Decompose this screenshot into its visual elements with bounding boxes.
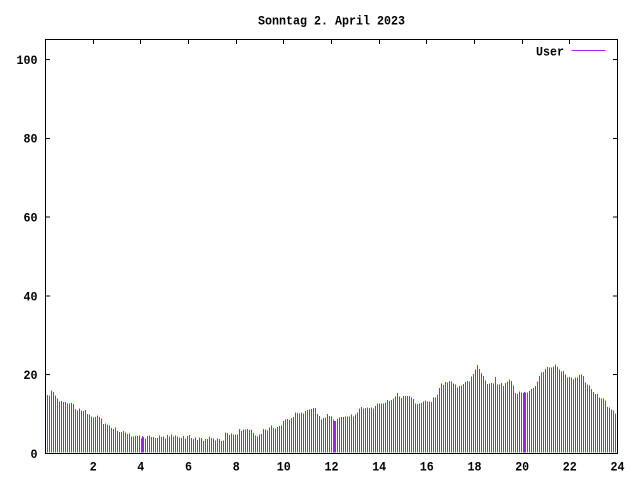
- svg-text:User: User: [536, 45, 564, 60]
- svg-text:60: 60: [24, 211, 38, 226]
- svg-text:6: 6: [185, 460, 192, 475]
- svg-text:100: 100: [17, 53, 38, 68]
- svg-text:4: 4: [137, 460, 144, 475]
- svg-text:24: 24: [611, 460, 625, 475]
- svg-text:14: 14: [372, 460, 386, 475]
- svg-text:8: 8: [233, 460, 240, 475]
- svg-text:22: 22: [563, 460, 577, 475]
- svg-text:Sonntag 2. April 2023: Sonntag 2. April 2023: [258, 14, 405, 29]
- svg-text:2: 2: [90, 460, 97, 475]
- svg-text:40: 40: [24, 289, 38, 304]
- svg-text:80: 80: [24, 132, 38, 147]
- svg-text:12: 12: [325, 460, 339, 475]
- svg-text:20: 20: [24, 368, 38, 383]
- svg-text:16: 16: [420, 460, 434, 475]
- svg-text:10: 10: [277, 460, 291, 475]
- svg-text:18: 18: [468, 460, 482, 475]
- svg-text:20: 20: [515, 460, 529, 475]
- svg-text:0: 0: [31, 447, 38, 462]
